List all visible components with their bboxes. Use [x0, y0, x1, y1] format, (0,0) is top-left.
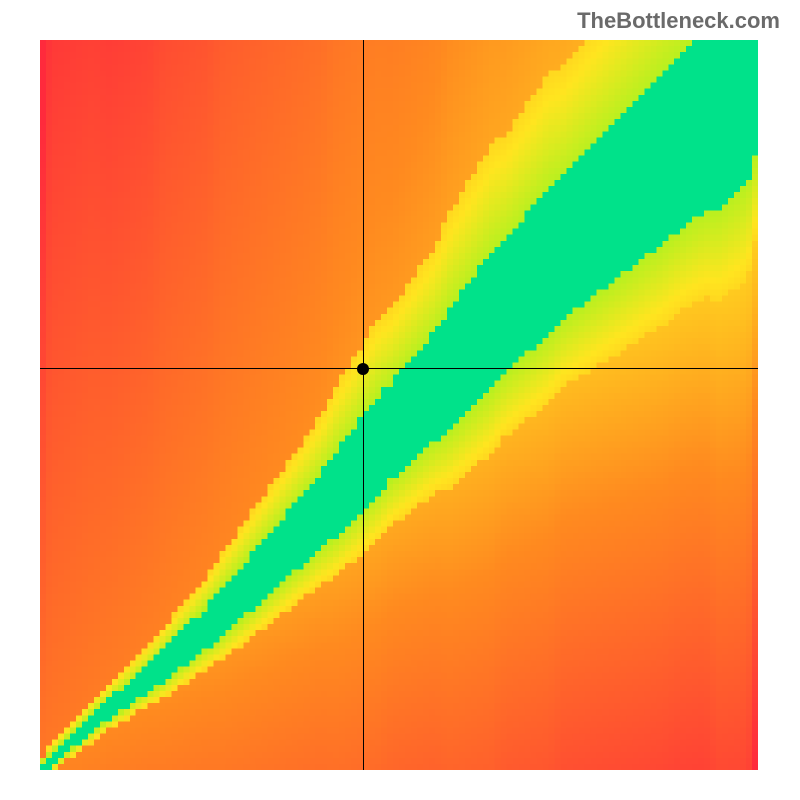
chart-container: { "watermark": "TheBottleneck.com", "cha… — [0, 0, 800, 800]
crosshair-vertical-line — [363, 40, 364, 770]
crosshair-horizontal-line — [40, 368, 758, 369]
watermark-text: TheBottleneck.com — [577, 8, 780, 34]
heatmap-canvas — [40, 40, 758, 770]
crosshair-dot — [357, 363, 369, 375]
